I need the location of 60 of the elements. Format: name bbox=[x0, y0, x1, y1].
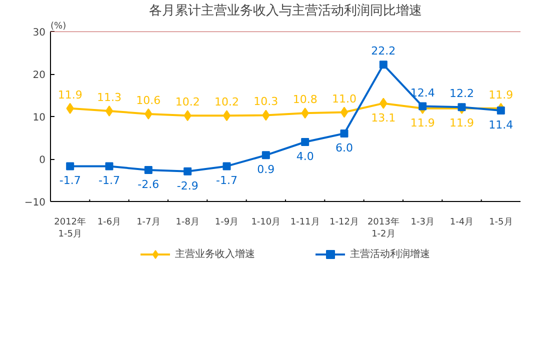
data-label: -1.7 bbox=[59, 174, 81, 188]
point bbox=[301, 138, 310, 146]
data-label: 11.9 bbox=[488, 88, 514, 102]
legend-label: 主营业务收入增速 bbox=[175, 248, 255, 261]
data-label: -2.9 bbox=[176, 179, 198, 192]
data-label: 10.6 bbox=[136, 94, 161, 107]
point bbox=[340, 106, 348, 118]
y-tick-label: −10 bbox=[24, 198, 46, 208]
y-tick-label: 20 bbox=[32, 70, 46, 81]
point bbox=[379, 60, 388, 69]
data-label: 10.2 bbox=[175, 96, 200, 109]
data-label: -1.7 bbox=[216, 174, 238, 188]
x-tick-label: 1-5月 bbox=[489, 218, 513, 228]
data-label: 11.0 bbox=[332, 92, 357, 106]
point bbox=[105, 162, 114, 170]
data-label: 10.8 bbox=[292, 93, 318, 106]
y-tick-label: 0 bbox=[39, 155, 46, 166]
x-tick-label: 1-3月 bbox=[410, 218, 434, 228]
x-tick-label: 1-7月 bbox=[136, 218, 160, 228]
data-label: 4.0 bbox=[296, 150, 314, 163]
x-tick-label: 1-9月 bbox=[214, 218, 239, 228]
data-label: 11.9 bbox=[450, 116, 474, 130]
point bbox=[340, 130, 348, 138]
data-label: 12.2 bbox=[450, 87, 474, 100]
point bbox=[105, 105, 114, 116]
data-label: 22.2 bbox=[371, 44, 396, 58]
point bbox=[144, 166, 152, 174]
x-tick-label: 1-12月 bbox=[330, 218, 359, 228]
data-label: 10.2 bbox=[214, 96, 240, 109]
point bbox=[222, 110, 231, 122]
x-tick-label: 1-11月 bbox=[290, 218, 320, 228]
data-label: 11.9 bbox=[410, 116, 435, 130]
data-label: 12.4 bbox=[410, 86, 435, 100]
legend-label: 主营活动利润增速 bbox=[350, 248, 430, 261]
y-tick-label: 10 bbox=[32, 112, 46, 124]
x-tick-label: 1-6月 bbox=[97, 218, 122, 228]
x-tick-label: 1-8月 bbox=[176, 218, 200, 228]
data-label: 0.9 bbox=[257, 163, 275, 176]
point bbox=[496, 106, 505, 115]
data-label: 13.1 bbox=[371, 111, 396, 124]
point bbox=[66, 162, 74, 170]
x-tick-label: 1-10月 bbox=[251, 218, 281, 228]
point bbox=[418, 102, 427, 110]
data-label: 6.0 bbox=[336, 142, 354, 154]
chart-title: 各月累计主营业务收入与主营活动利润同比增速 bbox=[149, 2, 422, 18]
data-label: -1.7 bbox=[98, 174, 120, 188]
point bbox=[262, 151, 270, 160]
y-axis-title: (%) bbox=[50, 22, 66, 32]
data-label: 11.3 bbox=[97, 90, 122, 104]
data-label: 11.4 bbox=[488, 118, 514, 132]
x-tick-label: 2012年 1-5月 bbox=[54, 216, 86, 240]
point bbox=[222, 162, 231, 170]
point bbox=[184, 167, 192, 176]
x-tick-label: 1-4月 bbox=[450, 218, 474, 228]
point bbox=[458, 103, 466, 112]
data-label: 10.3 bbox=[254, 95, 278, 108]
data-label: -2.6 bbox=[138, 178, 160, 192]
data-label: 11.9 bbox=[58, 88, 82, 102]
x-tick-label: 2013年 1-2月 bbox=[367, 216, 400, 240]
y-tick-label: 30 bbox=[32, 28, 46, 38]
